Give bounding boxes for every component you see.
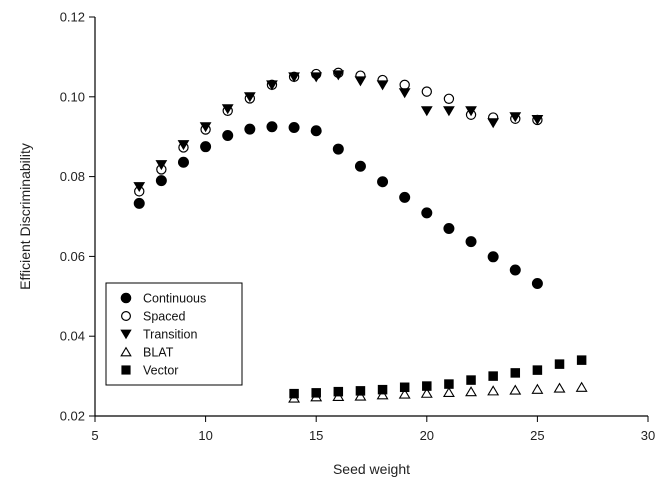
transition-point (420, 106, 433, 117)
continuous-point (487, 251, 499, 263)
vector-point (422, 381, 432, 391)
vector-point (444, 379, 454, 389)
legend-marker-transition (120, 329, 132, 340)
transition-point (288, 72, 300, 83)
blat-point (465, 386, 478, 397)
y-tick-label: 0.10 (60, 89, 85, 104)
vector-point (311, 388, 321, 398)
blat-point (487, 385, 500, 396)
x-tick-label: 5 (91, 428, 98, 443)
data-marks (133, 67, 588, 403)
legend-marker-spaced (120, 311, 131, 322)
y-tick-label: 0.02 (60, 409, 85, 424)
series-vector (289, 355, 587, 399)
vector-point (554, 359, 565, 369)
axes: 5 10 15 20 25 30 0.02 0.04 0.06 0.08 0.10 0.12 (60, 10, 656, 444)
continuous-point (531, 278, 543, 290)
blat-point (398, 388, 411, 399)
continuous-point (222, 130, 234, 142)
y-tick-label: 0.04 (60, 329, 85, 344)
transition-point (531, 115, 544, 126)
transition-point (465, 106, 477, 117)
spaced-point (421, 86, 432, 97)
transition-point (243, 92, 256, 103)
continuous-point (266, 121, 278, 133)
legend-label-vector: Vector (143, 364, 178, 378)
continuous-point (310, 125, 322, 137)
x-tick-label: 20 (420, 428, 434, 443)
vector-point (532, 365, 543, 375)
y-axis-title: Efficient Discriminability (17, 143, 33, 290)
blat-point (354, 390, 367, 401)
transition-point (376, 80, 389, 91)
vector-point (399, 382, 410, 393)
continuous-point (509, 264, 521, 276)
series-spaced (134, 67, 543, 197)
continuous-point (399, 191, 411, 203)
blat-point (376, 389, 389, 400)
continuous-point (377, 176, 389, 188)
legend-label-continuous: Continuous (143, 292, 206, 306)
transition-point (266, 80, 278, 91)
x-tick-label: 25 (530, 428, 544, 443)
continuous-point (244, 123, 256, 135)
legend-marker-blat (120, 346, 132, 357)
x-tick-label: 10 (198, 428, 212, 443)
vector-point (289, 388, 299, 399)
continuous-point (465, 236, 477, 248)
y-tick-label: 0.08 (60, 169, 85, 184)
transition-point (221, 104, 234, 115)
x-tick-label: 15 (309, 428, 323, 443)
blat-point (420, 387, 433, 398)
continuous-point (354, 160, 366, 172)
continuous-point (200, 141, 212, 153)
vector-point (355, 386, 366, 396)
legend-marker-continuous (120, 292, 132, 304)
legend-label-transition: Transition (143, 328, 197, 342)
vector-point (488, 371, 498, 381)
vector-point (576, 355, 587, 365)
transition-point (177, 140, 190, 151)
legend: Continuous Spaced Transition BLAT Vector (105, 282, 243, 386)
vector-point (377, 384, 388, 395)
spaced-point (399, 79, 410, 91)
vector-point (510, 368, 521, 378)
transition-point (155, 160, 168, 171)
vector-point (466, 375, 476, 385)
x-axis-title: Seed weight (333, 461, 410, 477)
continuous-point (177, 156, 189, 168)
continuous-point (332, 143, 344, 155)
blat-point (509, 384, 522, 395)
spaced-point (443, 93, 455, 104)
legend-label-spaced: Spaced (143, 310, 185, 324)
series-continuous (133, 121, 543, 290)
y-tick-label: 0.06 (60, 249, 85, 264)
continuous-point (155, 175, 167, 187)
transition-point (199, 122, 212, 133)
x-tick-label: 30 (641, 428, 655, 443)
transition-point (487, 118, 500, 129)
transition-point (509, 112, 522, 123)
transition-point (354, 76, 367, 87)
continuous-point (443, 222, 455, 234)
blat-point (531, 383, 544, 394)
series-transition (133, 70, 544, 193)
continuous-point (133, 197, 145, 209)
blat-point (553, 382, 566, 393)
transition-point (310, 72, 323, 83)
transition-point (133, 182, 146, 193)
y-tick-label: 0.12 (60, 10, 85, 25)
vector-point (333, 386, 344, 397)
continuous-point (288, 122, 300, 134)
blat-point (442, 386, 455, 398)
blat-point (575, 381, 588, 392)
legend-marker-vector (121, 365, 131, 375)
legend-label-blat: BLAT (143, 346, 174, 360)
transition-point (398, 88, 411, 99)
continuous-point (421, 207, 433, 219)
transition-point (332, 70, 345, 81)
transition-point (443, 106, 455, 117)
